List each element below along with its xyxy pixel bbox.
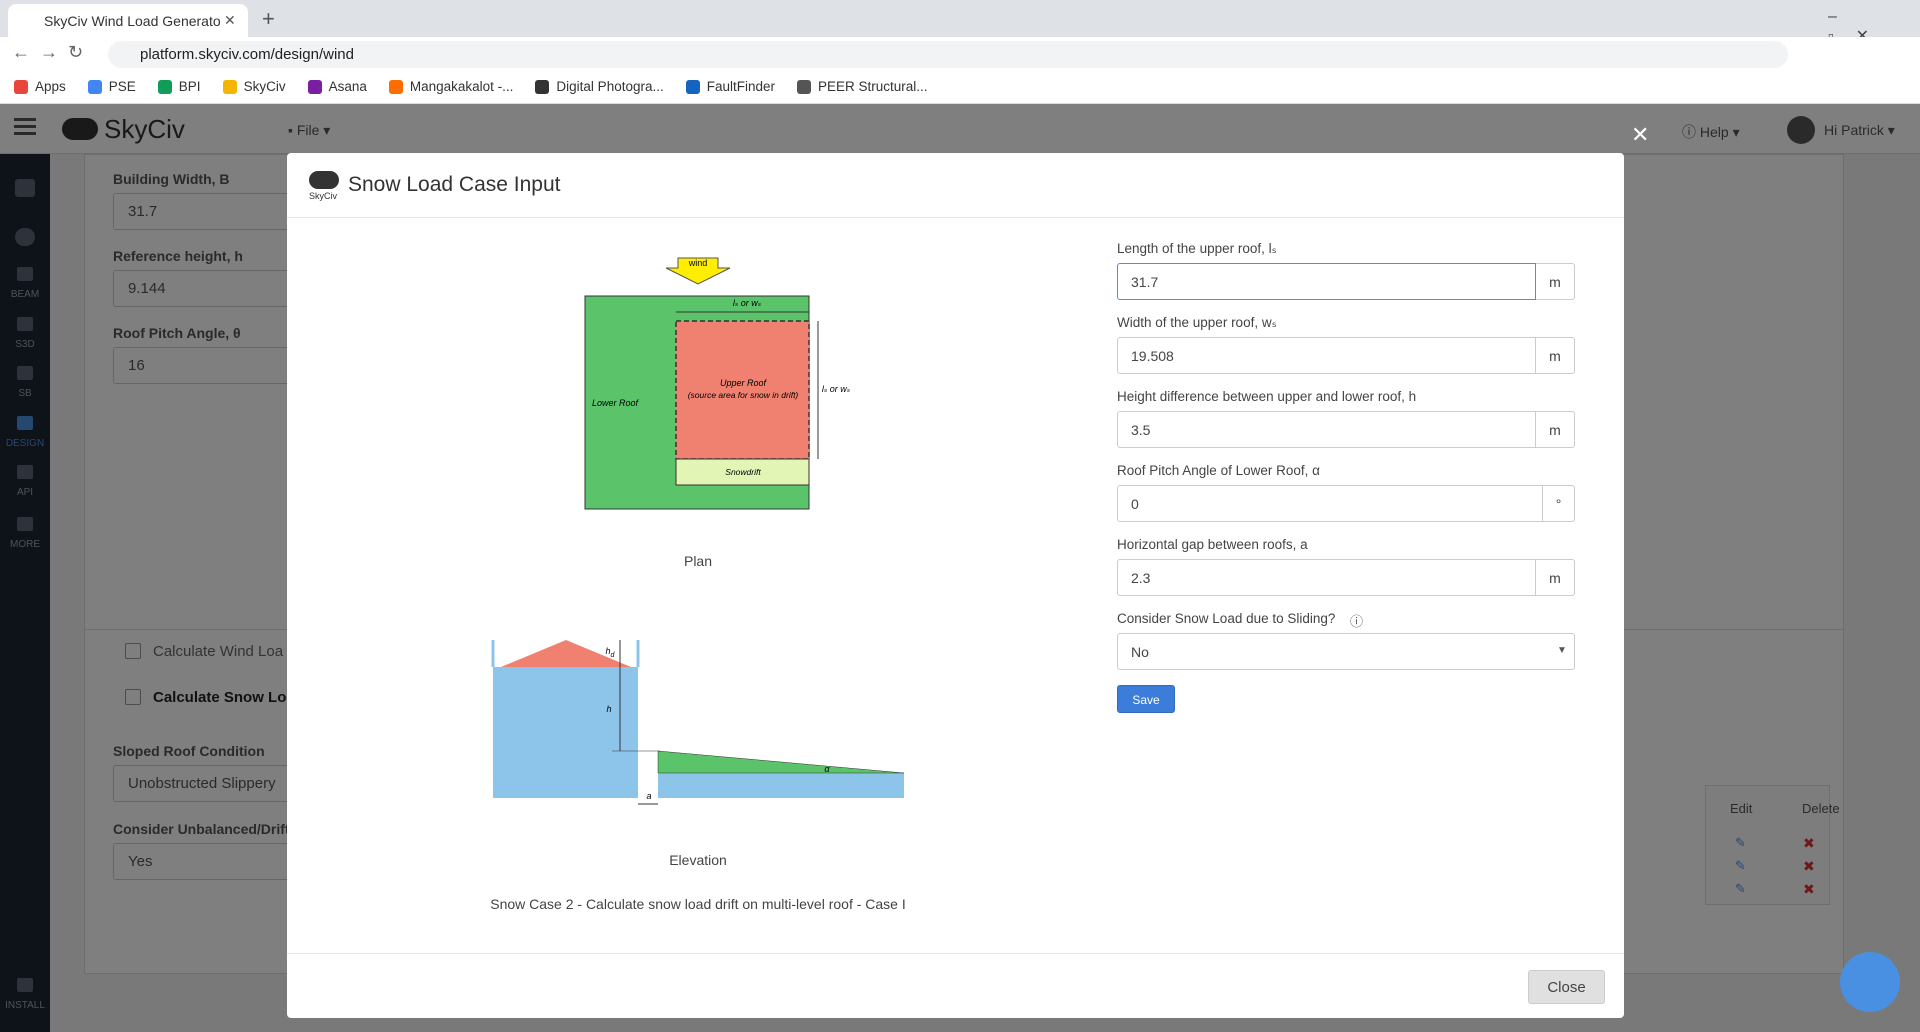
snowdrift-label: Snowdrift <box>725 467 761 477</box>
bookmark-icon <box>388 79 403 94</box>
new-tab-icon[interactable]: + <box>262 6 275 31</box>
save-button[interactable]: Save <box>1117 685 1175 713</box>
field-label: Horizontal gap between roofs, a <box>1117 537 1308 552</box>
address-bar: ← → ↻ platform.skyciv.com/design/wind <box>0 37 1920 70</box>
bookmark[interactable]: FaultFinder <box>685 79 776 94</box>
nav-icons[interactable]: ← → ↻ <box>12 42 84 62</box>
field-unit: m <box>1536 263 1575 300</box>
field-label: Consider Snow Load due to Sliding? <box>1117 611 1336 626</box>
lower-roof-label: Lower Roof <box>592 398 640 408</box>
a-label: a <box>646 791 651 801</box>
alpha-label: α <box>824 764 830 774</box>
bookmark-label: FaultFinder <box>706 79 776 94</box>
tab-title: SkyCiv Wind Load Generato <box>44 13 221 29</box>
field-input[interactable]: 2.3 <box>1117 559 1536 596</box>
select-caret[interactable]: ▼ <box>1557 645 1567 656</box>
dimension-label: lₛ or wₛ <box>733 298 761 308</box>
bookmark-icon <box>14 79 28 94</box>
modal-logo-icon <box>309 171 339 189</box>
bookmark[interactable]: PSE <box>87 79 136 94</box>
upper-building <box>493 667 638 798</box>
field-label: Height difference between upper and lowe… <box>1117 389 1417 404</box>
bookmark-label: Mangakakalot -... <box>409 79 514 94</box>
field-input[interactable]: 19.508 <box>1117 337 1536 374</box>
bookmark-label: Digital Photogra... <box>556 79 664 94</box>
field-input[interactable]: 3.5 <box>1117 411 1536 448</box>
field-label: Width of the upper roof, wₛ <box>1117 315 1277 330</box>
bookmark[interactable]: Mangakakalot -... <box>388 79 514 94</box>
field-input[interactable]: 0 <box>1117 485 1543 522</box>
hd-sub: d <box>611 652 616 659</box>
hd-label: hd <box>606 646 616 659</box>
bookmark-icon <box>87 79 102 94</box>
modal-title: Snow Load Case Input <box>348 173 561 196</box>
upper-roof-label: Upper Roof <box>720 378 768 388</box>
close-button[interactable]: Close <box>1528 970 1605 1004</box>
form: Length of the upper roof, lₛ 31.7 m Width o… <box>1117 153 1597 953</box>
bookmark-icon <box>307 79 322 94</box>
field-label: Roof Pitch Angle of Lower Roof, α <box>1117 463 1320 478</box>
bookmark-icon <box>535 79 550 94</box>
bookmark-label: BPI <box>178 79 201 94</box>
select[interactable]: No <box>1117 633 1575 670</box>
case-description: Snow Case 2 - Calculate snow load drift … <box>490 896 906 912</box>
chat-button[interactable] <box>1840 952 1900 1012</box>
field-unit: m <box>1536 337 1575 374</box>
overlay-close-icon[interactable]: ✕ <box>1631 122 1650 147</box>
bookmark[interactable]: BPI <box>157 79 201 94</box>
lower-building <box>658 773 904 798</box>
hd-text: h <box>606 646 611 656</box>
upper-roof-rect <box>675 320 810 460</box>
url: platform.skyciv.com/design/wind <box>140 46 354 63</box>
browser-tab[interactable]: SkyCiv Wind Load Generato <box>8 4 248 37</box>
bookmark-label: PEER Structural... <box>818 79 928 94</box>
bookmark-label: PSE <box>108 79 136 94</box>
snow-drift-wedge <box>657 750 905 774</box>
field-unit: ° <box>1543 485 1575 522</box>
modal-logo-text: SkyCiv <box>309 191 338 201</box>
modal-footer: Close <box>287 953 1624 1018</box>
bookmark-label: SkyCiv <box>243 79 286 94</box>
url-field[interactable]: platform.skyciv.com/design/wind <box>108 41 1788 68</box>
modal: SkyCiv Snow Load Case Input Length of th… <box>287 153 1624 1018</box>
bookmark-icon <box>685 79 700 94</box>
field-unit: m <box>1536 559 1575 596</box>
bookmark[interactable]: Digital Photogra... <box>535 79 664 94</box>
upper-roof-note: (source area for snow in drift) <box>688 390 799 400</box>
bookmark[interactable]: Asana <box>307 79 367 94</box>
field-input[interactable]: 31.7 <box>1117 263 1536 300</box>
bookmark[interactable]: PEER Structural... <box>797 79 928 94</box>
upper-roof-profile <box>501 640 631 667</box>
wind-arrow <box>665 257 731 285</box>
bookmark-label: Asana <box>328 79 367 94</box>
bookmark-icon <box>157 79 172 94</box>
plan-caption: Plan <box>684 553 712 569</box>
bookmark-icon <box>222 79 237 94</box>
bookmark[interactable]: Apps <box>14 79 66 94</box>
bookmark-icon <box>797 79 812 94</box>
bookmark-label: Apps <box>35 79 66 94</box>
info-icon[interactable]: ⓘ <box>1350 614 1364 629</box>
bookmarks-bar: Apps PSE BPI SkyCiv Asana Mangakakalot -... Di… <box>0 70 1920 104</box>
snowdrift-rect <box>675 458 810 486</box>
h-label: h <box>606 704 611 714</box>
elevation-caption: Elevation <box>669 852 727 868</box>
modal-header: SkyCiv Snow Load Case Input <box>287 153 1624 218</box>
dimension-label: lₛ or wₛ <box>822 384 850 394</box>
wind-label: wind <box>688 258 708 268</box>
field-unit: m <box>1536 411 1575 448</box>
bookmark[interactable]: SkyCiv <box>222 79 286 94</box>
field-label: Length of the upper roof, lₛ <box>1117 241 1277 256</box>
tab-close-icon[interactable]: ✕ <box>224 12 236 28</box>
